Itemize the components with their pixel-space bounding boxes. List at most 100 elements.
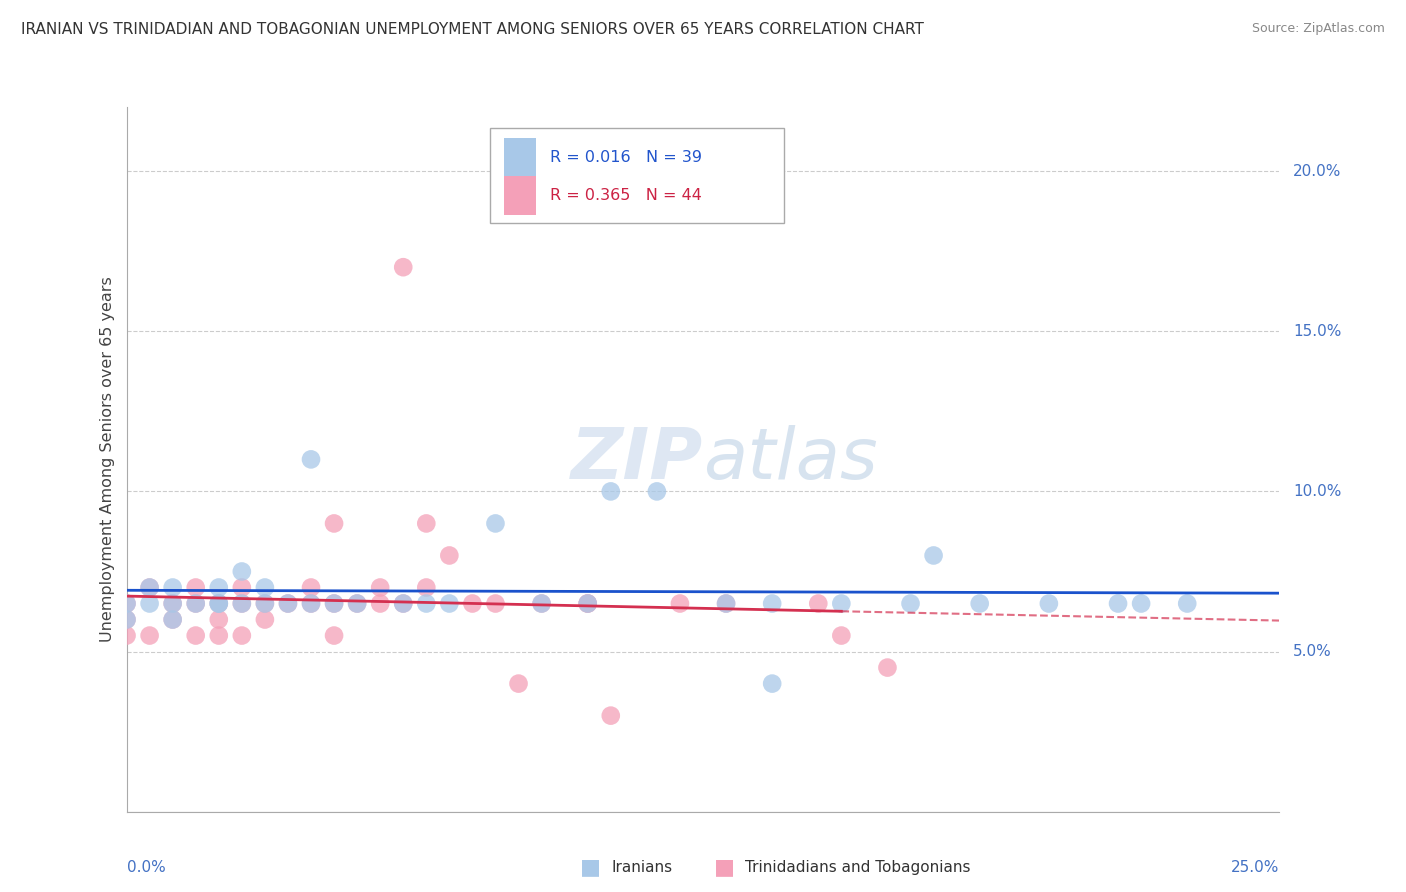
Point xyxy=(761,676,783,690)
Text: R = 0.365   N = 44: R = 0.365 N = 44 xyxy=(550,187,702,202)
Point xyxy=(184,597,207,611)
Text: ZIP: ZIP xyxy=(571,425,703,494)
Point xyxy=(415,581,437,595)
Point xyxy=(368,597,391,611)
Point xyxy=(299,597,322,611)
Point xyxy=(1175,597,1198,611)
Point xyxy=(439,597,461,611)
Text: Trinidadians and Tobagonians: Trinidadians and Tobagonians xyxy=(745,860,970,874)
Point xyxy=(277,597,299,611)
Text: Source: ZipAtlas.com: Source: ZipAtlas.com xyxy=(1251,22,1385,36)
Point xyxy=(162,597,184,611)
Point xyxy=(299,452,322,467)
Text: 0.0%: 0.0% xyxy=(127,860,166,875)
Point xyxy=(138,581,160,595)
Point xyxy=(162,613,184,627)
Text: 5.0%: 5.0% xyxy=(1294,644,1331,659)
Point xyxy=(208,613,231,627)
Point xyxy=(184,581,207,595)
Point xyxy=(115,597,138,611)
Point xyxy=(900,597,922,611)
Point xyxy=(439,549,461,563)
Point xyxy=(162,613,184,627)
Point xyxy=(530,597,553,611)
Point xyxy=(115,613,138,627)
Point xyxy=(1130,597,1153,611)
Point xyxy=(277,597,299,611)
Point xyxy=(208,581,231,595)
Point xyxy=(415,597,437,611)
Point xyxy=(208,628,231,642)
Point xyxy=(162,581,184,595)
Point xyxy=(415,516,437,531)
Point xyxy=(392,597,415,611)
Point xyxy=(138,628,160,642)
Text: IRANIAN VS TRINIDADIAN AND TOBAGONIAN UNEMPLOYMENT AMONG SENIORS OVER 65 YEARS C: IRANIAN VS TRINIDADIAN AND TOBAGONIAN UN… xyxy=(21,22,924,37)
Point xyxy=(599,708,621,723)
Text: ■: ■ xyxy=(581,857,600,877)
Point xyxy=(714,597,737,611)
Point xyxy=(253,581,276,595)
Point xyxy=(138,597,160,611)
Point xyxy=(969,597,991,611)
Point xyxy=(208,597,231,611)
FancyBboxPatch shape xyxy=(503,176,536,214)
Y-axis label: Unemployment Among Seniors over 65 years: Unemployment Among Seniors over 65 years xyxy=(100,277,115,642)
Point xyxy=(576,597,599,611)
Point xyxy=(830,628,852,642)
Text: 10.0%: 10.0% xyxy=(1294,484,1341,499)
Point xyxy=(299,581,322,595)
Point xyxy=(184,597,207,611)
Point xyxy=(323,516,346,531)
Point xyxy=(392,260,415,275)
Text: 20.0%: 20.0% xyxy=(1294,163,1341,178)
Text: atlas: atlas xyxy=(703,425,877,494)
FancyBboxPatch shape xyxy=(503,138,536,178)
Point xyxy=(807,597,830,611)
Point xyxy=(922,549,945,563)
Point xyxy=(669,597,692,611)
Point xyxy=(484,516,506,531)
Point xyxy=(714,597,737,611)
Text: ■: ■ xyxy=(714,857,734,877)
Text: Iranians: Iranians xyxy=(612,860,672,874)
Point xyxy=(346,597,368,611)
Text: R = 0.016   N = 39: R = 0.016 N = 39 xyxy=(550,150,702,165)
Point xyxy=(1107,597,1129,611)
FancyBboxPatch shape xyxy=(489,128,783,223)
Point xyxy=(484,597,506,611)
Point xyxy=(1038,597,1060,611)
Point xyxy=(761,597,783,611)
Point xyxy=(323,628,346,642)
Point xyxy=(576,597,599,611)
Point xyxy=(530,597,553,611)
Point xyxy=(576,597,599,611)
Point xyxy=(208,597,231,611)
Point xyxy=(231,597,253,611)
Point xyxy=(346,597,368,611)
Point xyxy=(299,597,322,611)
Point xyxy=(461,597,484,611)
Point xyxy=(115,597,138,611)
Point xyxy=(184,628,207,642)
Point xyxy=(253,613,276,627)
Point xyxy=(253,597,276,611)
Point xyxy=(115,613,138,627)
Point xyxy=(231,628,253,642)
Text: 25.0%: 25.0% xyxy=(1232,860,1279,875)
Point xyxy=(323,597,346,611)
Point xyxy=(645,484,668,499)
Point xyxy=(115,628,138,642)
Point xyxy=(599,484,621,499)
Point xyxy=(392,597,415,611)
Point xyxy=(508,676,530,690)
Point xyxy=(830,597,852,611)
Point xyxy=(231,581,253,595)
Point xyxy=(231,565,253,579)
Point xyxy=(208,597,231,611)
Point xyxy=(162,597,184,611)
Point xyxy=(368,581,391,595)
Text: 15.0%: 15.0% xyxy=(1294,324,1341,339)
Point xyxy=(876,660,898,674)
Point xyxy=(231,597,253,611)
